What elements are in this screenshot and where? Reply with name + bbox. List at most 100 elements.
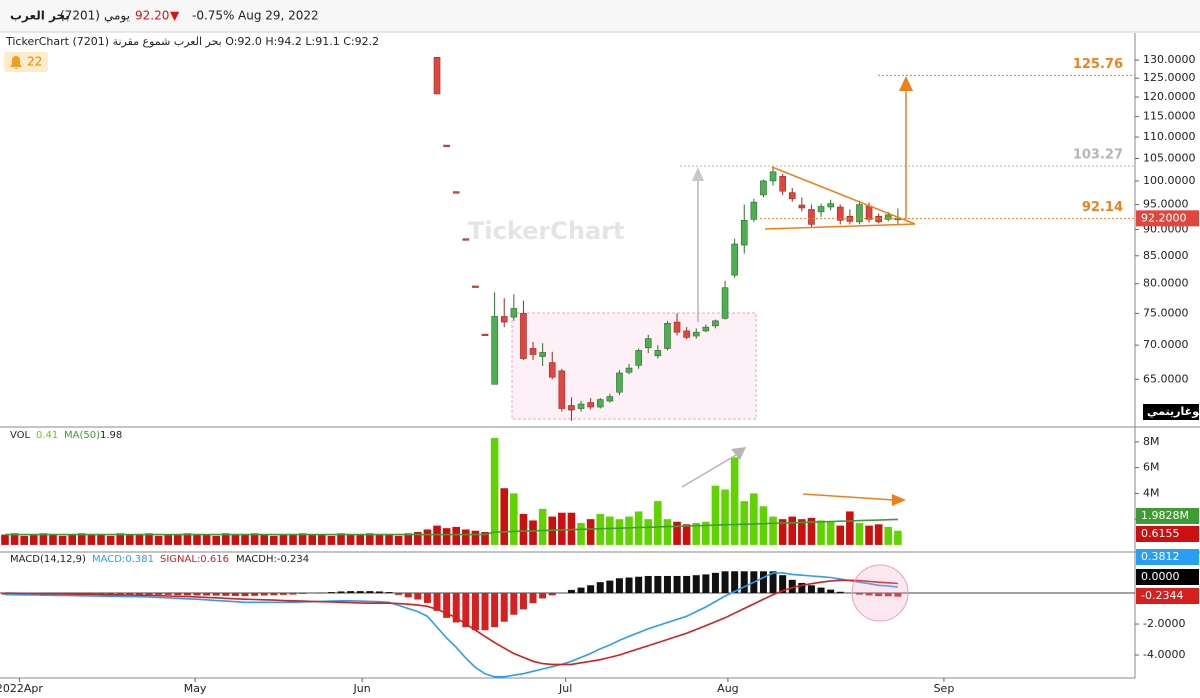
candle-body	[702, 326, 710, 332]
last-price-badge	[1136, 210, 1199, 227]
histogram-bar	[500, 593, 508, 622]
volume-bar	[769, 516, 777, 545]
histogram-bar	[894, 593, 902, 597]
volume-bar	[279, 534, 288, 545]
volume-bar	[116, 533, 125, 545]
watermark: TickerChart	[468, 217, 624, 245]
histogram-bar	[299, 593, 307, 594]
volume-bar	[270, 535, 278, 545]
volume-bar	[49, 534, 57, 545]
legend-entry: MA(50)	[64, 430, 100, 441]
candle-body	[836, 206, 844, 221]
candle-body	[510, 308, 518, 318]
volume-bar	[222, 533, 230, 545]
volume-bar	[826, 521, 835, 545]
y-tick-label: 4M	[1143, 486, 1160, 499]
candle-body	[692, 331, 700, 337]
volume-bar	[58, 535, 67, 545]
volume-bar	[183, 533, 192, 545]
volume-bar	[77, 533, 86, 545]
x-tick-label: 2022Apr	[0, 682, 43, 695]
candle-body	[644, 338, 652, 349]
histogram-bar	[635, 576, 643, 594]
value-badge	[1136, 549, 1199, 565]
y-tick-label: 75.0000	[1143, 306, 1189, 319]
volume-bar	[356, 534, 365, 545]
volume-bar	[874, 524, 883, 545]
y-tick-label: 130.0000	[1143, 53, 1196, 66]
value-badge-text: 1.9828M	[1141, 509, 1189, 522]
histogram-bar	[452, 593, 460, 623]
volume-bar	[202, 534, 211, 545]
histogram-bar	[673, 575, 681, 594]
candle-body	[769, 171, 777, 182]
volume-bar	[126, 534, 134, 545]
y-tick-label: 110.0000	[1143, 130, 1196, 143]
histogram-bar	[654, 575, 662, 594]
level-label: 103.27	[1073, 148, 1123, 163]
volume-bar	[894, 530, 902, 545]
histogram-bar	[606, 580, 614, 594]
plot-layer: 65.000070.000075.000080.000085.000090.00…	[0, 53, 1200, 695]
candle-body	[817, 206, 825, 213]
histogram-bar	[385, 592, 393, 594]
candle-body	[865, 205, 873, 220]
histogram-bar	[356, 591, 364, 594]
candle-body	[433, 57, 441, 95]
histogram-bar	[596, 582, 604, 594]
histogram-bar	[212, 593, 220, 596]
volume-bar	[673, 521, 681, 545]
volume-bar	[538, 508, 547, 545]
volume-bar	[654, 501, 662, 545]
volume-bar	[145, 533, 153, 545]
y-tick-label: 105.0000	[1143, 151, 1196, 164]
histogram-bar	[663, 575, 671, 594]
chart-subtitle: TickerChart بحر العرب شموع مقرنة (7201) …	[5, 35, 379, 48]
indicator-title: MACD(14,12,9)	[10, 554, 86, 565]
volume-arrow-head	[731, 447, 746, 460]
volume-trend-head	[892, 494, 906, 506]
volume-bar	[490, 438, 499, 545]
histogram-bar	[404, 593, 412, 598]
volume-bar	[394, 535, 403, 545]
volume-bar	[702, 521, 710, 545]
histogram-bar	[289, 593, 297, 595]
candle-body	[712, 320, 719, 327]
candle-body	[856, 204, 863, 223]
histogram-bar	[366, 591, 374, 594]
candle-body	[779, 176, 786, 192]
histogram-bar	[135, 593, 143, 595]
candle-body	[548, 362, 556, 378]
candle-body	[635, 350, 642, 366]
volume-bar	[711, 485, 720, 545]
candle-body	[664, 323, 671, 349]
volume-bar	[481, 532, 489, 545]
histogram-bar	[788, 579, 796, 594]
candle-body	[625, 367, 633, 373]
candle-body	[491, 316, 498, 385]
y-tick-label: -4.0000	[1143, 648, 1185, 661]
histogram-bar	[759, 571, 767, 594]
volume-bar	[39, 533, 48, 545]
histogram-bar	[798, 582, 806, 594]
volume-bar	[231, 534, 240, 545]
volume-bar	[154, 535, 163, 545]
target-arrow-head	[899, 76, 913, 91]
volume-trend-arrow	[802, 493, 894, 501]
volume-bar	[174, 534, 182, 545]
histogram-bar	[433, 593, 441, 611]
volume-bar	[346, 534, 355, 545]
level-label: 125.76	[1073, 57, 1123, 72]
volume-bar	[327, 535, 336, 545]
histogram-bar	[615, 578, 623, 594]
volume-bar	[366, 533, 374, 545]
histogram-bar	[836, 591, 844, 594]
value-badge-text: 0.0000	[1141, 570, 1180, 583]
change-arrow: ▼	[170, 9, 180, 23]
histogram-bar	[327, 592, 335, 594]
y-tick-label: 100.0000	[1143, 174, 1196, 187]
candle-body	[539, 352, 546, 357]
volume-bar	[519, 514, 528, 545]
candle-body	[462, 238, 470, 241]
